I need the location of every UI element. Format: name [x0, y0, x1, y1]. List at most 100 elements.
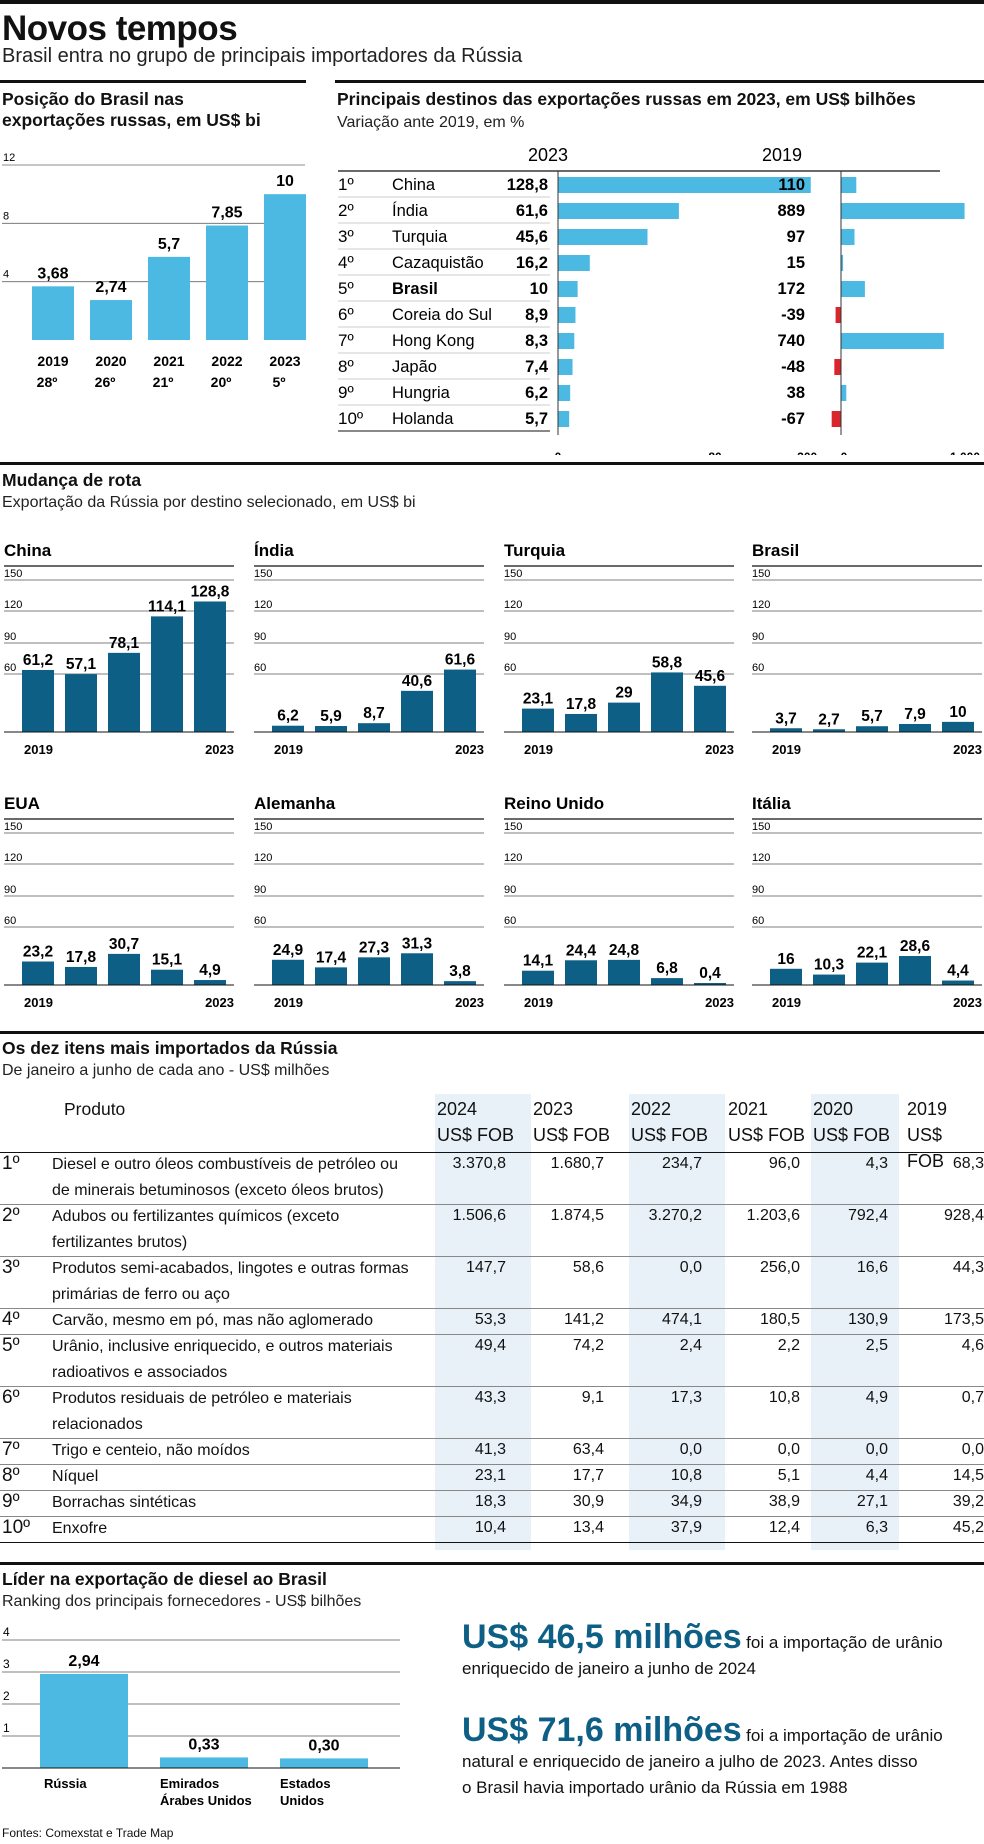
table-cell: 4,4 [865, 1467, 888, 1484]
year-column-header: 2021 [728, 1099, 769, 1119]
bar [813, 729, 845, 732]
product-label: Diesel e outro óleos combustíveis de pet… [52, 1156, 398, 1173]
y-tick-label: 4 [3, 269, 9, 281]
country-label: Turquia [392, 228, 448, 246]
table-cell: 43,3 [474, 1389, 506, 1406]
product-label: Níquel [52, 1468, 99, 1485]
bar-value-label: 23,2 [23, 943, 53, 960]
bar [151, 616, 183, 732]
unit-column-header: US$ FOB [728, 1125, 806, 1145]
bar [40, 1673, 128, 1768]
bar-value-label: 2,94 [68, 1653, 99, 1670]
table-cell: 38,9 [768, 1493, 800, 1510]
bar [444, 669, 476, 732]
bar [315, 967, 347, 985]
table-cell: 141,2 [563, 1311, 604, 1328]
x-tick-label: 80 [708, 450, 722, 455]
bar-variation [841, 229, 855, 245]
bar-2023 [558, 255, 590, 271]
unit-column-header: US$ FOB [437, 1125, 515, 1145]
rank-label: 8º [338, 357, 354, 376]
product-label: Produtos semi-acabados, lingotes e outra… [52, 1260, 409, 1277]
y-tick-label: 90 [254, 884, 266, 896]
table-cell: 53,3 [474, 1311, 506, 1328]
x-tick-label: 2023 [269, 353, 300, 369]
y-tick-label: 120 [752, 599, 770, 611]
y-tick-label: 60 [254, 915, 266, 927]
source-note: Fontes: Comexstat e Trade Map [2, 1826, 174, 1840]
bar-value-label: 5,9 [320, 708, 342, 725]
x-tick-label: 2023 [205, 995, 234, 1010]
bar [206, 225, 248, 340]
bar-value-label: 45,6 [695, 668, 726, 685]
bar-2023 [558, 385, 571, 401]
row-separator [0, 1438, 984, 1439]
country-label: Hungria [392, 384, 451, 402]
panel-title: Reino Unido [504, 794, 604, 813]
rank-label: 20º [211, 374, 232, 390]
y-tick-label: 90 [4, 884, 16, 896]
table-cell: 0,0 [679, 1259, 702, 1276]
bar-value-label: 16 [777, 951, 795, 968]
category-label: Unidos [280, 1793, 324, 1808]
bar [608, 702, 640, 732]
bar [32, 286, 74, 340]
table-cell: 10,8 [670, 1467, 702, 1484]
country-label: Japão [392, 358, 437, 376]
unit-column-header: US$ FOB [631, 1125, 709, 1145]
column-header-2019: 2019 [762, 145, 802, 165]
variation-label: 38 [787, 384, 805, 402]
top-rule [0, 0, 984, 4]
bar-2023 [558, 411, 570, 427]
table-cell: 10,4 [474, 1519, 506, 1536]
bar-variation [841, 203, 965, 219]
bar [694, 983, 726, 985]
unit-column-header: US$ FOB [533, 1125, 611, 1145]
table-cell: 0,0 [679, 1441, 702, 1458]
y-tick-label: 60 [752, 915, 764, 927]
table-cell: 2,2 [777, 1337, 800, 1354]
bar [651, 672, 683, 732]
table-cell: 58,6 [572, 1259, 604, 1276]
bar [770, 968, 802, 985]
bar-value-label: 29 [615, 685, 633, 702]
shaded-column [435, 1094, 531, 1550]
product-label: Trigo e centeio, não moídos [52, 1442, 250, 1459]
row-separator [0, 1464, 984, 1465]
bar [856, 726, 888, 732]
table-cell: 39,2 [952, 1493, 984, 1510]
table-cell: 10,8 [768, 1389, 800, 1406]
year-column-header: 2022 [631, 1099, 672, 1119]
x-tick-label: 1.000 [950, 450, 980, 455]
table-cell: 4,3 [865, 1155, 888, 1172]
bar [65, 674, 97, 732]
table-cell: 234,7 [661, 1155, 702, 1172]
bar [813, 974, 845, 985]
bar-value-label: 17,8 [66, 949, 97, 966]
row-separator [0, 1256, 984, 1257]
bar [65, 966, 97, 985]
product-label: de minerais betuminosos (exceto óleos br… [52, 1182, 384, 1199]
value-label: 6,2 [525, 384, 548, 402]
rank-label: 2º [338, 201, 354, 220]
row-separator [0, 1204, 984, 1205]
x-tick-label: 0 [841, 450, 848, 455]
bar [694, 685, 726, 732]
rank-label: 26º [95, 374, 116, 390]
variation-label: -67 [781, 410, 805, 428]
year-column-header: 2024 [437, 1099, 478, 1119]
bar-value-label: 24,8 [609, 942, 640, 959]
bar-value-label: 30,7 [109, 936, 139, 953]
y-tick-label: 8 [3, 210, 9, 222]
value-label: 8,9 [525, 306, 548, 324]
product-label: fertilizantes brutos) [52, 1234, 188, 1251]
rank-label: 1º [338, 175, 354, 194]
bar-2023 [558, 359, 573, 375]
y-tick-label: 12 [3, 152, 15, 164]
section-rule [0, 80, 306, 83]
y-tick-label: 150 [752, 821, 770, 833]
y-tick-label: 120 [254, 599, 272, 611]
table-cell: 2,4 [679, 1337, 702, 1354]
bar-value-label: 15,1 [152, 952, 183, 969]
rank-label: 1º [2, 1153, 20, 1174]
